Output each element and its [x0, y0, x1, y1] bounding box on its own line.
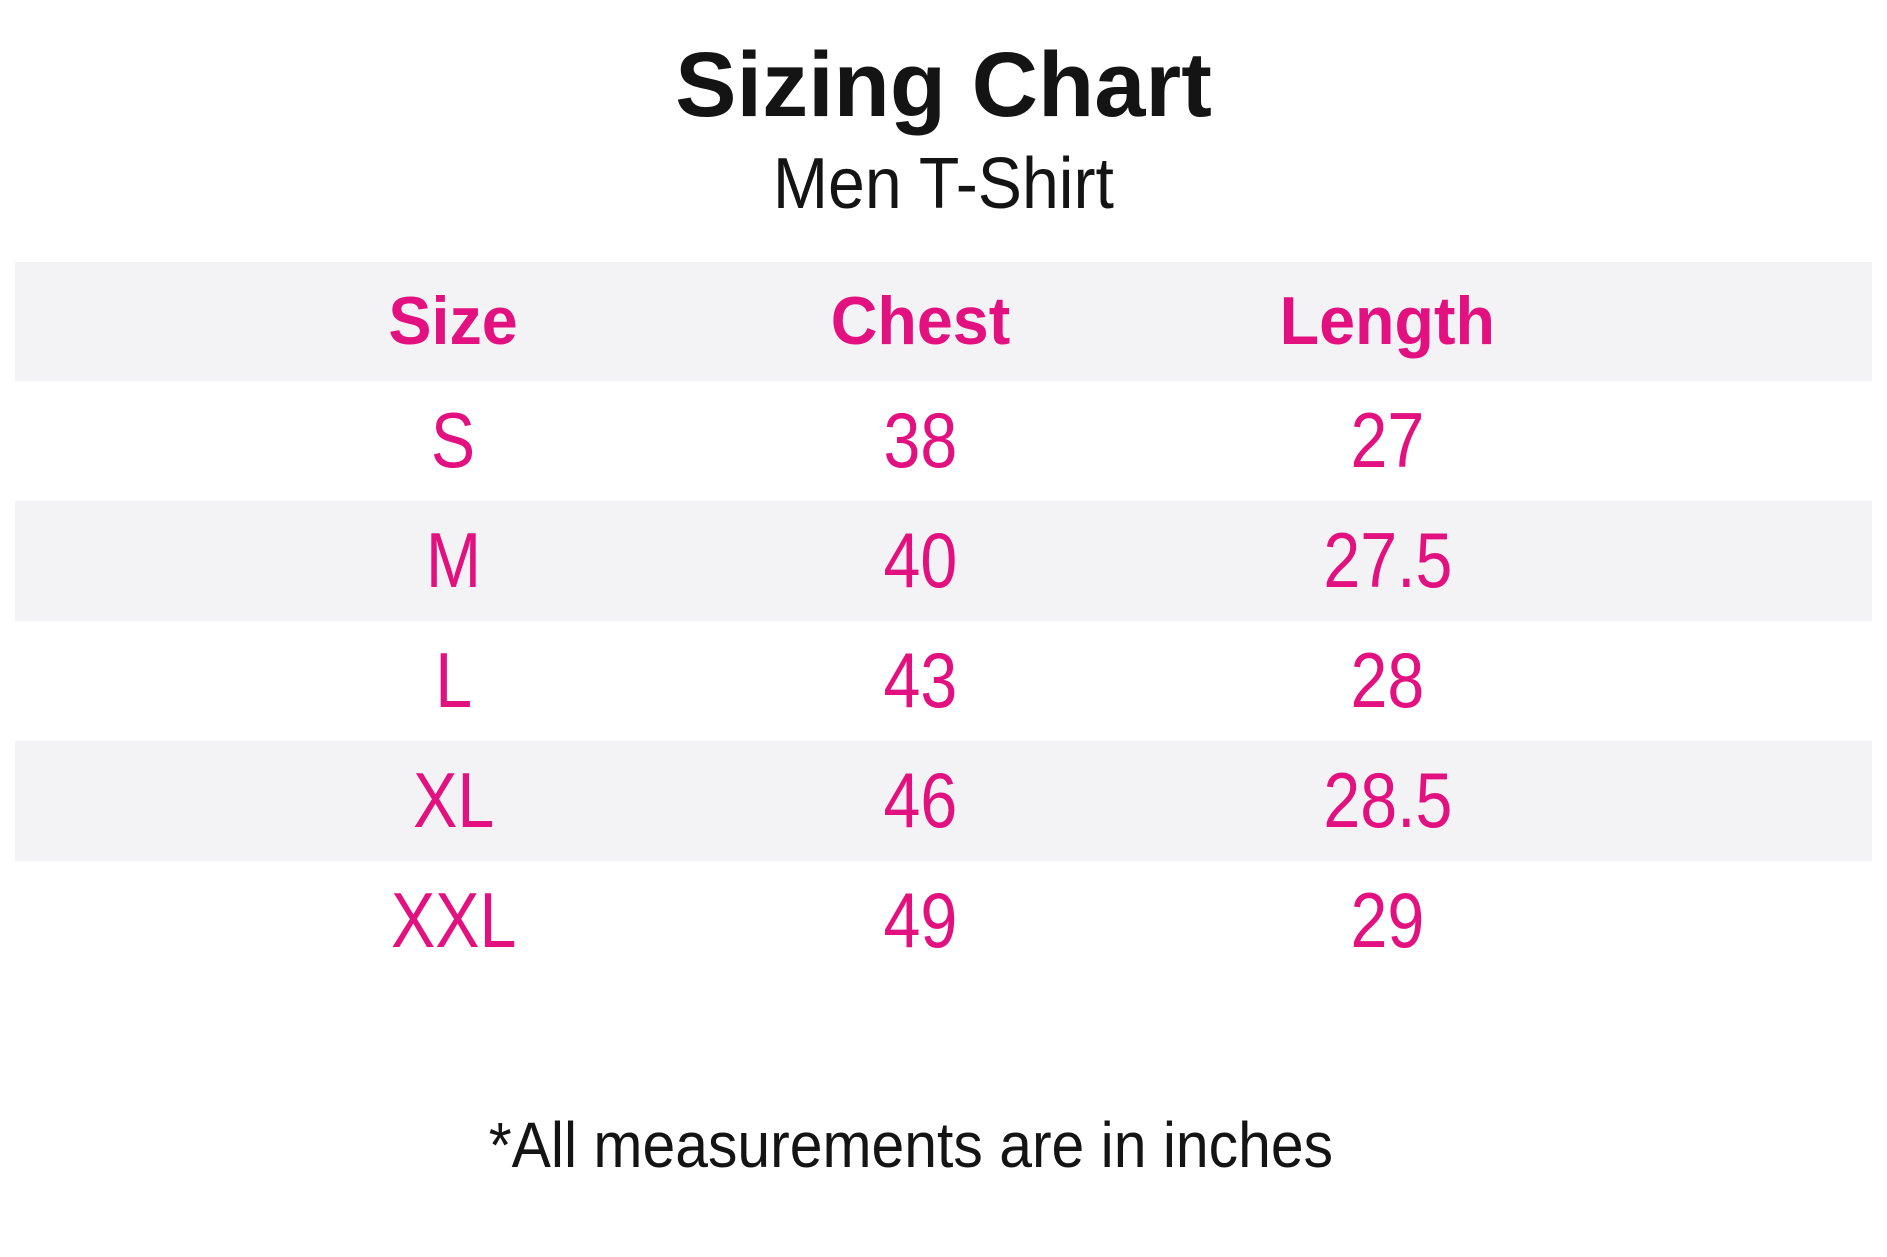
table-header-row: Size Chest Length [15, 261, 1872, 381]
length-cell: 27 [1350, 396, 1425, 485]
chest-cell: 40 [883, 516, 958, 605]
page-subtitle-text: Men T-Shirt [772, 144, 1115, 225]
table-row-l: L 43 28 [15, 621, 1872, 741]
length-cell: 28.5 [1322, 756, 1453, 845]
page-subtitle: Men T-Shirt [0, 143, 1887, 226]
measurements-footnote: *All measurements are in inches [0, 1107, 1854, 1184]
table-row-s: S 38 27 [15, 381, 1872, 501]
size-cell: S [431, 396, 476, 485]
length-cell: 29 [1350, 876, 1425, 965]
size-cell: XXL [390, 876, 517, 965]
page-title: Sizing Chart [675, 34, 1212, 136]
length-cell: 28 [1350, 636, 1425, 725]
column-header-length: Length [1279, 283, 1496, 360]
size-cell: M [425, 516, 482, 605]
size-cell: XL [412, 756, 495, 845]
table-row-xxl: XXL 49 29 [15, 861, 1872, 981]
chest-cell: 49 [883, 876, 958, 965]
chest-cell: 46 [883, 756, 958, 845]
column-header-chest: Chest [830, 283, 1011, 360]
table-row-m: M 40 27.5 [15, 500, 1872, 621]
chest-cell: 38 [883, 396, 958, 485]
measurements-footnote-text: *All measurements are in inches [488, 1108, 1333, 1181]
column-header-size: Size [388, 283, 519, 360]
table-row-xl: XL 46 28.5 [15, 740, 1872, 861]
chest-cell: 43 [883, 636, 958, 725]
size-cell: L [435, 636, 472, 725]
length-cell: 27.5 [1322, 516, 1453, 605]
sizing-table: Size Chest Length S 38 27 M 40 27.5 L 43… [0, 261, 1887, 981]
